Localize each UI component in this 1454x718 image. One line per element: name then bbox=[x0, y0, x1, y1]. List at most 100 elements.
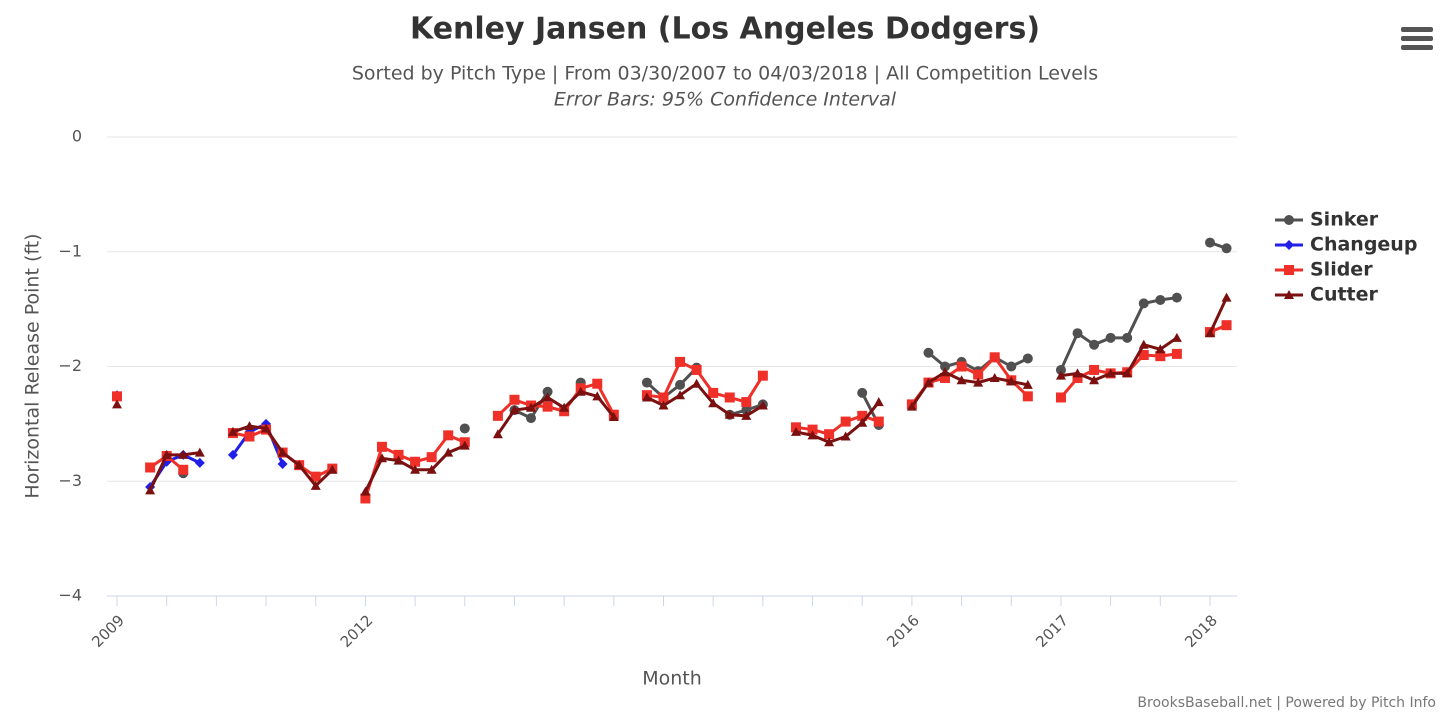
point bbox=[757, 370, 768, 381]
point bbox=[1171, 348, 1182, 359]
point bbox=[1138, 350, 1149, 361]
point bbox=[989, 372, 1000, 382]
x-tick-label: 2018 bbox=[1181, 611, 1221, 651]
point bbox=[542, 386, 553, 397]
point bbox=[675, 356, 686, 367]
point bbox=[724, 392, 735, 403]
point bbox=[376, 453, 387, 463]
menu-bar bbox=[1401, 45, 1433, 50]
point bbox=[410, 456, 421, 467]
point bbox=[244, 421, 255, 431]
point bbox=[1022, 353, 1033, 364]
series-line bbox=[513, 241, 1228, 426]
point bbox=[956, 375, 967, 385]
point bbox=[227, 449, 238, 460]
point bbox=[526, 402, 537, 412]
point bbox=[1055, 392, 1066, 403]
point bbox=[857, 387, 868, 398]
point bbox=[973, 377, 984, 387]
legend-label: Changeup bbox=[1310, 234, 1417, 256]
point bbox=[526, 413, 537, 424]
point bbox=[1138, 298, 1149, 309]
point bbox=[1155, 294, 1166, 305]
legend-label: Cutter bbox=[1310, 284, 1379, 306]
point bbox=[145, 485, 156, 495]
point bbox=[1072, 368, 1083, 378]
point bbox=[227, 426, 238, 436]
point bbox=[592, 378, 603, 389]
point bbox=[459, 440, 470, 450]
point bbox=[244, 431, 255, 442]
point bbox=[310, 480, 321, 490]
point bbox=[194, 447, 205, 457]
legend-label: Slider bbox=[1310, 259, 1373, 281]
point bbox=[161, 449, 172, 459]
point bbox=[145, 462, 156, 473]
point bbox=[178, 464, 189, 475]
point bbox=[790, 426, 801, 436]
point bbox=[1171, 332, 1182, 342]
point bbox=[1155, 351, 1166, 362]
point bbox=[1205, 237, 1215, 248]
point bbox=[1072, 372, 1083, 383]
point bbox=[426, 464, 437, 474]
point bbox=[1022, 379, 1033, 389]
point bbox=[310, 471, 321, 482]
chart-note: Error Bars: 95% Confidence Interval bbox=[554, 89, 897, 111]
point bbox=[1105, 332, 1116, 343]
point bbox=[1122, 368, 1133, 378]
point bbox=[824, 429, 835, 440]
point bbox=[542, 401, 553, 412]
point bbox=[906, 401, 917, 411]
point bbox=[658, 392, 669, 403]
y-tick-label: −4 bbox=[58, 586, 82, 605]
point bbox=[1055, 364, 1066, 375]
y-axis-title: Horizontal Release Point (ft) bbox=[22, 233, 44, 498]
point bbox=[542, 392, 553, 402]
y-tick-label: −1 bbox=[58, 241, 82, 260]
point bbox=[658, 400, 669, 410]
point bbox=[757, 400, 768, 410]
x-axis-title: Month bbox=[642, 668, 702, 690]
point bbox=[426, 452, 437, 463]
point bbox=[360, 493, 371, 504]
point bbox=[1022, 391, 1033, 402]
point bbox=[1105, 368, 1116, 378]
point bbox=[923, 377, 934, 387]
credits: BrooksBaseball.net | Powered by Pitch In… bbox=[1137, 695, 1436, 711]
point bbox=[691, 364, 702, 375]
point bbox=[1089, 364, 1100, 375]
menu-bar bbox=[1401, 36, 1433, 41]
point bbox=[112, 399, 122, 409]
point bbox=[575, 386, 586, 396]
point bbox=[1089, 339, 1100, 350]
point bbox=[393, 455, 404, 465]
point bbox=[459, 423, 470, 434]
point bbox=[1171, 292, 1182, 303]
point bbox=[492, 429, 503, 439]
point bbox=[294, 460, 305, 470]
x-tick-label: 2017 bbox=[1032, 611, 1072, 651]
x-tick-label: 2016 bbox=[883, 611, 923, 651]
chart-subtitle: Sorted by Pitch Type | From 03/30/2007 t… bbox=[352, 63, 1098, 85]
point bbox=[1221, 320, 1232, 331]
point bbox=[741, 410, 752, 420]
point bbox=[509, 394, 520, 405]
point bbox=[824, 437, 835, 447]
x-tick-label: 2009 bbox=[88, 611, 128, 651]
point bbox=[1089, 375, 1100, 385]
legend-label: Sinker bbox=[1310, 209, 1379, 231]
point bbox=[194, 457, 205, 468]
menu-button[interactable] bbox=[1401, 27, 1433, 50]
point bbox=[989, 352, 1000, 363]
point bbox=[857, 410, 868, 421]
point bbox=[1122, 332, 1133, 343]
point bbox=[708, 387, 719, 398]
point bbox=[376, 441, 387, 452]
point bbox=[1006, 376, 1017, 386]
point bbox=[873, 397, 884, 407]
point bbox=[559, 402, 570, 412]
point bbox=[261, 423, 272, 433]
y-tick-label: −3 bbox=[58, 471, 82, 490]
point bbox=[360, 486, 371, 496]
